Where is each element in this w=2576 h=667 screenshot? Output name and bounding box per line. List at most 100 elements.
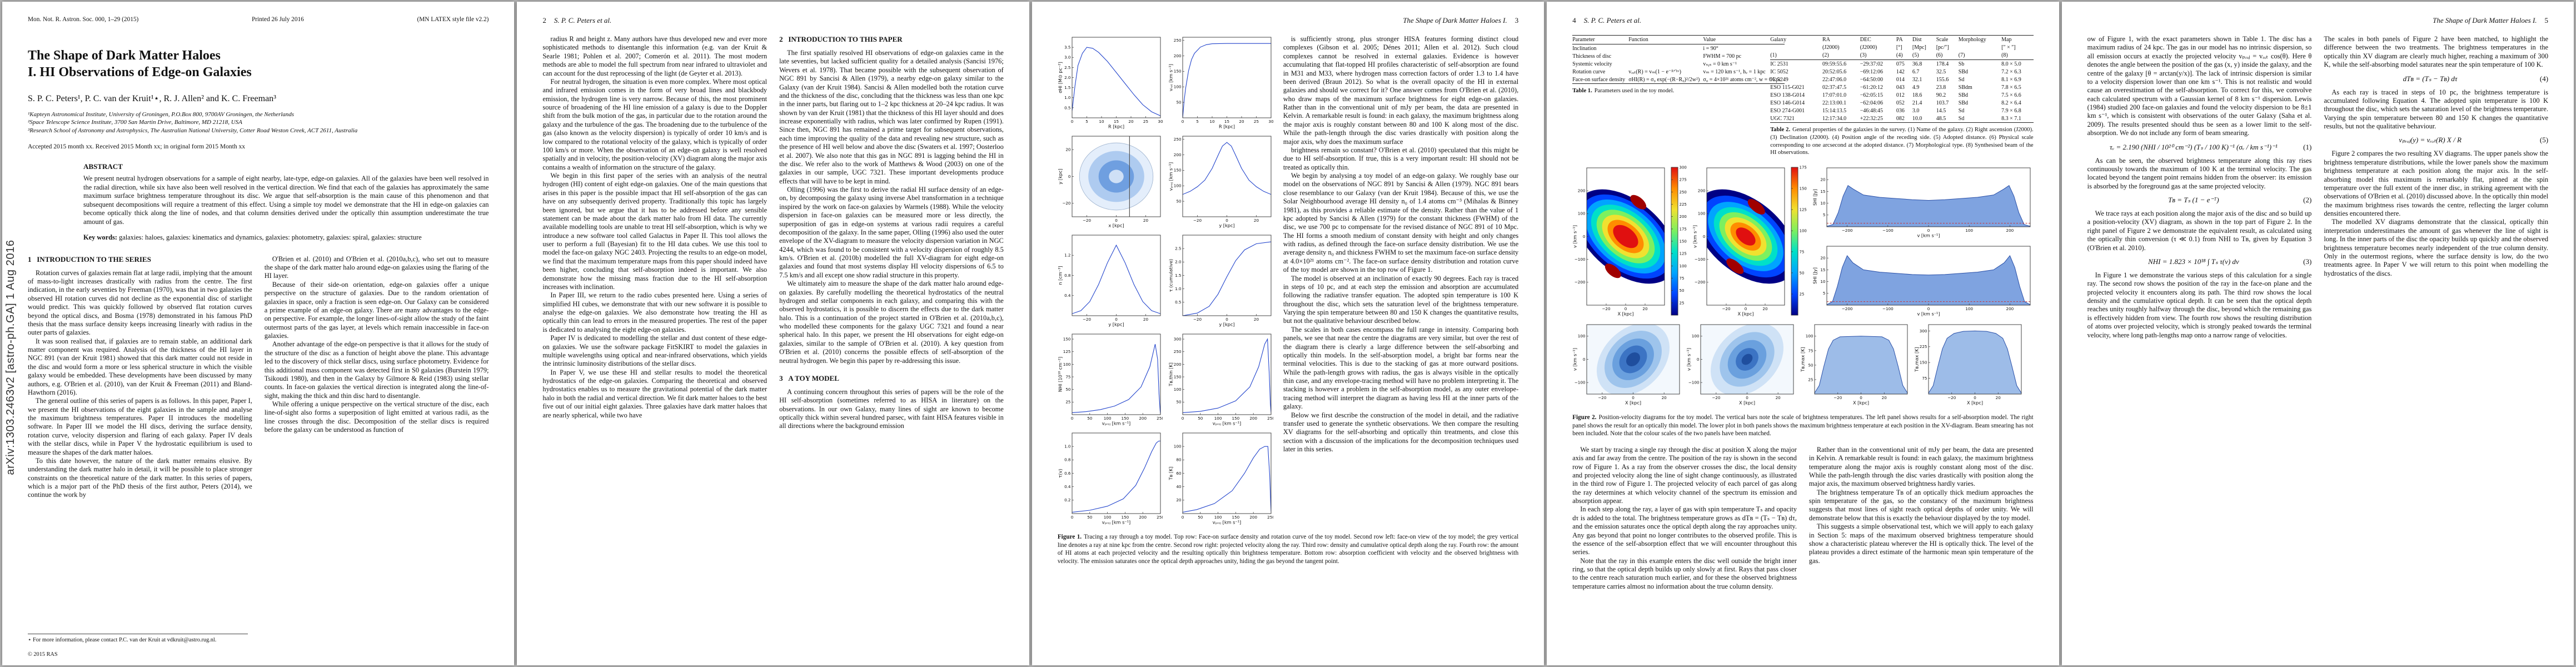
svg-text:SHI [Jy]: SHI [Jy]	[1812, 189, 1818, 206]
table-header-cell: Galaxy	[1770, 36, 1787, 43]
svg-text:250: 250	[1157, 515, 1163, 520]
svg-text:−200: −200	[1842, 228, 1853, 233]
svg-text:σHI [M⊙ pc⁻²]: σHI [M⊙ pc⁻²]	[1058, 62, 1063, 93]
svg-text:0: 0	[1182, 515, 1184, 520]
svg-text:0.4: 0.4	[1064, 484, 1071, 489]
svg-text:300: 300	[1920, 328, 1927, 334]
table-unit-cell	[1770, 43, 1822, 51]
equation-number: (1)	[2303, 142, 2312, 151]
paragraph: The first spatially resolved HI observat…	[779, 49, 1004, 185]
svg-text:125: 125	[1063, 349, 1071, 354]
title-line-1: The Shape of Dark Matter Haloes	[28, 48, 221, 63]
svg-text:250: 250	[1267, 416, 1273, 421]
svg-text:−100: −100	[1882, 228, 1894, 233]
fig2-xv-map-thin: −100 0 100 −20 0 20 X [kpc] v [km s⁻¹]	[1686, 324, 1794, 406]
paragraph: The model is observed at an inclination …	[1283, 274, 1519, 325]
svg-text:−100: −100	[1688, 380, 1700, 385]
svg-text:−20: −20	[1193, 317, 1202, 322]
svg-text:y [kpc]: y [kpc]	[1108, 322, 1124, 327]
journal-name: Mon. Not. R. Astron. Soc. 000, 1–29 (201…	[28, 16, 139, 23]
column-left: 1 INTRODUCTION TO THE SERIES Rotation cu…	[28, 255, 252, 500]
table-cell: σ₀ = 4×10²¹ atoms cm⁻², w = 6 kpc	[1703, 76, 1781, 83]
svg-text:0: 0	[1860, 395, 1862, 400]
equation-number: (5)	[2539, 136, 2549, 145]
table-cell	[1628, 44, 1703, 53]
table-header-cell: Morphology	[1958, 36, 1986, 43]
svg-text:0.4: 0.4	[1064, 293, 1071, 298]
svg-text:−20: −20	[1722, 306, 1731, 311]
text-flow: The first spatially resolved HI observat…	[779, 49, 1004, 365]
running-head-authors: S. P. C. Peters et al.	[1583, 16, 1642, 24]
author-line: S. P. C. Peters¹, P. C. van der Kruit¹⋆,…	[28, 94, 276, 103]
text-flow: Rotation curves of galaxies remain flat …	[28, 269, 252, 500]
table-cell: −69:12:06	[1860, 68, 1883, 75]
svg-text:Tʙ,thin [K]: Tʙ,thin [K]	[1168, 362, 1174, 387]
svg-text:−20: −20	[1712, 395, 1721, 400]
figure-1-label: Figure 1.	[1057, 534, 1082, 540]
svg-text:5: 5	[1196, 119, 1199, 124]
global-profile-stack: 5 10 15 20 −200 −100 0 100 200 v [km s⁻¹] SHI [Jy]…	[1812, 166, 2032, 317]
paragraph: ow of Figure 1, with the exact parameter…	[2087, 35, 2312, 137]
keywords-label: Key words:	[83, 233, 117, 241]
svg-text:100: 100	[1174, 84, 1182, 89]
svg-text:0.5: 0.5	[1175, 300, 1181, 305]
title-line-2: I. HI Observations of Edge-on Galaxies	[28, 65, 252, 79]
fig2-xv-map-selfabsorbed: −100 0 100 −20 0 20 X [kpc] v [km s⁻¹]	[1572, 324, 1680, 406]
table-cell: 155.6	[1936, 76, 1949, 83]
svg-text:−20: −20	[1193, 218, 1202, 223]
svg-text:0: 0	[1625, 306, 1627, 311]
abstract-block: ABSTRACT We present neutral hydrogen obs…	[83, 162, 489, 227]
svg-text:20: 20	[1254, 218, 1259, 223]
table-cell: 10.0	[1912, 115, 1922, 122]
svg-text:50: 50	[1800, 271, 1805, 275]
table-1-caption-text: Parameters used in the toy model.	[1594, 88, 1675, 94]
svg-text:75: 75	[1808, 348, 1813, 353]
table-row: IC 5052 20:52:05.6 −69:12:06 142 6.7 32.…	[1770, 68, 2033, 76]
svg-text:−20: −20	[1083, 317, 1092, 322]
svg-text:vₚᵣₒⱼ [km s⁻¹]: vₚᵣₒⱼ [km s⁻¹]	[1213, 520, 1241, 525]
table-cell: 20:52:05.6	[1822, 68, 1847, 75]
svg-text:0.5: 0.5	[1064, 105, 1070, 110]
table-colnum-cell: (1)	[1770, 51, 1823, 60]
galaxy-name-cell: ESO 274-G001	[1770, 107, 1805, 114]
table-row: Inclination i = 90°	[1572, 44, 1784, 53]
running-head: 4 S. P. C. Peters et al.	[1572, 16, 2033, 25]
svg-text:vₚᵣₒⱼ [km s⁻¹]: vₚᵣₒⱼ [km s⁻¹]	[1102, 421, 1130, 426]
table-cell: Thickness of disc	[1572, 53, 1612, 59]
keywords-text: galaxies: haloes, galaxies: kinematics a…	[119, 233, 422, 241]
paragraph: As each ray is traced in steps of 10 pc,…	[2324, 88, 2549, 131]
svg-text:100: 100	[1104, 416, 1112, 421]
equation-3: NHI = 1.823 × 10¹⁸ ∫ Tₛ τ(v) dv (3)	[2087, 257, 2311, 266]
column-right: O'Brien et al. (2010) and O'Brien et al.…	[265, 255, 489, 500]
svg-text:100: 100	[1174, 444, 1182, 449]
text-flow: radius R and height z. Many authors have…	[542, 35, 767, 420]
table-cell: vₘ = 120 km s⁻¹, hᵥ = 1 kpc	[1703, 68, 1766, 75]
paragraph: In each step along the ray, a layer of g…	[1572, 505, 1797, 556]
paragraph: O'Brien et al. (2010) and O'Brien et al.…	[264, 255, 489, 280]
table-cell: i = 90°	[1703, 45, 1718, 52]
text-flow: O'Brien et al. (2010) and O'Brien et al.…	[265, 255, 489, 435]
table-cell: 90.2	[1936, 92, 1946, 98]
table-row: IC 5249 22:47:06.0 −64:50:00 014 32.1 15…	[1770, 76, 2033, 83]
table-cell: +22:32:25	[1860, 115, 1883, 122]
text-flow: We start by tracing a single ray through…	[1572, 446, 1797, 591]
running-head: The Shape of Dark Matter Haloes I. 3	[1058, 16, 1518, 25]
table-cell: 8.0 × 5.0	[2001, 61, 2021, 67]
galaxy-name-cell: UGC 7321	[1770, 115, 1795, 122]
table-header-cell: Function	[1628, 35, 1703, 44]
abstract-label: ABSTRACT	[83, 162, 123, 171]
fig1-faceon-map: −20 0 20 −20 0 20 x [kpc] y [kpc]	[1058, 136, 1161, 228]
svg-text:50: 50	[1065, 387, 1071, 392]
fig2-max-brightness-selfabsorbed: 25 50 75 100 −20 0 20 X [kpc] Tʙ,max [K]	[1800, 324, 1908, 406]
svg-text:15: 15	[1224, 119, 1229, 124]
table-2: Galaxy RA DEC PA Dist Scale Morphology M…	[1770, 35, 2034, 123]
svg-text:75: 75	[1680, 276, 1685, 281]
table-colnum-cell: (5)	[1912, 51, 1936, 60]
table-cell: 18.6	[1912, 92, 1922, 98]
table-cell: 142	[1896, 68, 1905, 75]
svg-text:−20: −20	[1083, 218, 1092, 223]
svg-text:100: 100	[1214, 416, 1222, 421]
svg-text:y [kpc]: y [kpc]	[1219, 322, 1234, 327]
paragraph: We begin by analysing a toy model of an …	[1283, 172, 1519, 274]
